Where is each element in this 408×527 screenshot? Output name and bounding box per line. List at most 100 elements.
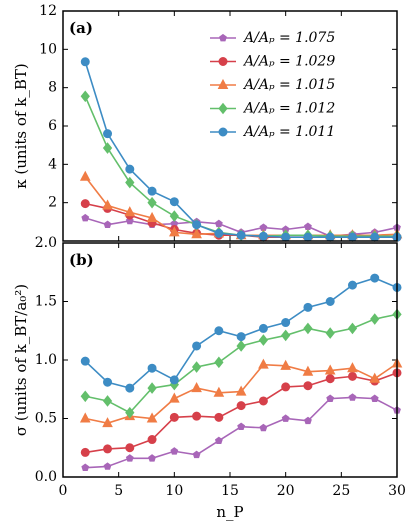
marker: [370, 273, 380, 283]
marker: [280, 359, 291, 370]
marker: [192, 411, 202, 421]
marker: [146, 412, 158, 423]
marker: [103, 220, 112, 229]
y-axis-label: σ (units of k_BT/a₀²): [12, 284, 30, 436]
marker: [258, 323, 268, 333]
marker: [148, 454, 156, 462]
marker: [125, 176, 135, 189]
marker: [281, 329, 291, 342]
x-tick-label: 25: [332, 483, 350, 499]
marker: [281, 414, 290, 422]
marker: [147, 435, 157, 445]
x-tick-label: 15: [221, 483, 239, 499]
x-tick-label: 10: [165, 483, 183, 499]
marker: [303, 302, 313, 312]
marker: [147, 382, 157, 394]
marker: [303, 232, 313, 242]
marker: [258, 334, 269, 346]
marker: [103, 444, 113, 454]
marker: [102, 417, 113, 428]
marker: [369, 372, 381, 383]
marker: [146, 211, 158, 222]
marker: [214, 326, 224, 336]
marker: [125, 443, 135, 453]
y-tick-label: 0.5: [35, 411, 57, 427]
marker: [347, 371, 357, 381]
marker: [347, 322, 358, 335]
marker: [214, 412, 224, 422]
marker: [303, 322, 313, 335]
marker: [169, 375, 179, 385]
marker: [169, 197, 179, 207]
marker: [147, 196, 157, 209]
marker: [214, 356, 224, 369]
marker: [347, 232, 357, 242]
legend-label: A/Aₚ = 1.012: [242, 101, 335, 117]
marker: [169, 210, 179, 222]
marker: [102, 199, 113, 210]
marker: [80, 90, 90, 103]
marker: [214, 228, 224, 238]
marker: [214, 436, 223, 445]
marker: [125, 406, 135, 419]
marker: [192, 450, 201, 459]
marker: [102, 395, 113, 407]
marker: [80, 356, 90, 366]
y-tick-label: 4: [48, 156, 57, 172]
marker: [80, 390, 90, 403]
marker: [302, 365, 314, 376]
marker: [147, 186, 157, 196]
marker: [191, 361, 202, 373]
plot-frame: [62, 10, 398, 242]
plot-frame: [62, 242, 398, 478]
marker: [79, 412, 91, 423]
marker: [304, 416, 312, 425]
marker: [103, 129, 113, 139]
marker: [191, 382, 202, 393]
marker: [191, 228, 202, 239]
legend-label: A/Aₚ = 1.011: [242, 124, 335, 140]
legend-label: A/Aₚ = 1.015: [242, 77, 335, 93]
marker: [370, 232, 380, 242]
y-tick-label: 6: [48, 118, 57, 134]
marker: [235, 385, 247, 396]
y-tick-label: 2: [48, 195, 57, 211]
x-tick-label: 20: [277, 483, 295, 499]
marker: [304, 222, 312, 230]
y-axis-label: κ (units of k_BT): [12, 63, 30, 188]
panel-label: (b): [69, 251, 94, 269]
legend-marker: [219, 33, 227, 42]
y-tick-label: 12: [39, 3, 57, 19]
marker: [347, 362, 358, 373]
marker: [325, 327, 335, 339]
legend-marker: [218, 127, 228, 137]
marker: [325, 374, 335, 384]
marker: [125, 164, 135, 174]
y-tick-label: 1.5: [35, 294, 57, 310]
marker: [124, 206, 136, 217]
marker: [236, 340, 246, 352]
marker: [326, 394, 335, 402]
panel-label: (a): [69, 19, 93, 37]
marker: [214, 219, 223, 228]
marker: [125, 454, 134, 462]
y-tick-label: 0.0: [35, 469, 57, 485]
marker: [348, 393, 357, 401]
marker: [192, 220, 202, 230]
legend-marker: [218, 57, 228, 66]
marker: [80, 199, 90, 209]
marker: [281, 232, 291, 242]
legend-label: A/Aₚ = 1.029: [242, 54, 335, 70]
x-axis-label: n_P: [216, 503, 243, 521]
y-tick-label: 10: [39, 41, 57, 57]
marker: [81, 463, 90, 471]
marker: [125, 383, 135, 393]
marker: [79, 170, 91, 181]
marker: [192, 341, 202, 351]
marker: [169, 226, 180, 237]
marker: [370, 313, 380, 325]
marker: [281, 382, 291, 392]
legend-marker: [217, 78, 229, 89]
marker: [103, 377, 113, 387]
marker: [236, 401, 246, 411]
